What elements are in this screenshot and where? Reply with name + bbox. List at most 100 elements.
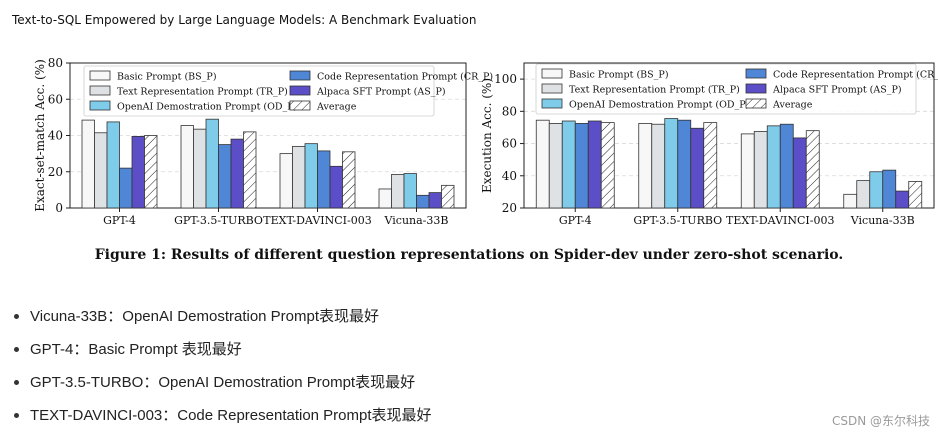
bar-basic-prompt-bs-p-gpt-3-5-turbo [638,123,653,209]
legend-label-openai-demostration-prompt-od-p: OpenAI Demostration Prompt (OD_P) [569,100,749,111]
bar-average-gpt-3-5-turbo [703,122,718,209]
y-tick-label: 80 [502,104,517,118]
legend-swatch-text-representation-prompt-tr-p [541,83,563,94]
y-tick-label: 100 [494,72,517,86]
y-tick-label: 40 [502,169,517,183]
bar-average-gpt-4 [600,122,615,209]
bar-basic-prompt-bs-p-text-davinci-003 [279,153,293,209]
legend-label-text-representation-prompt-tr-p: Text Representation Prompt (TR_P) [569,85,740,96]
bar-text-representation-prompt-tr-p-gpt-4 [94,132,108,209]
bar-alpaca-sft-prompt-as-p-gpt-4 [587,120,602,209]
bar-basic-prompt-bs-p-gpt-3-5-turbo [180,125,194,209]
bar-code-representation-prompt-cr-p-gpt-4 [574,123,589,209]
list-item: GPT-4：Basic Prompt 表现最好 [14,333,432,366]
x-tick-label: GPT-3.5-TURBO [174,214,263,227]
bar-openai-demostration-prompt-od-p-gpt-4 [106,121,120,209]
legend: Basic Prompt (BS_P) Text Representation P… [535,63,938,115]
bar-code-representation-prompt-cr-p-text-davinci-003 [779,123,794,209]
legend-swatch-text-representation-prompt-tr-p [89,85,111,96]
legend-swatch-alpaca-sft-prompt-as-p [289,85,311,96]
list-item: TEXT-DAVINCI-003：Code Representation Pro… [14,399,432,432]
plot-frame [69,62,467,209]
legend-label-average: Average [772,100,813,111]
y-tick-label: 60 [48,92,63,106]
legend-label-alpaca-sft-prompt-as-p: Alpaca SFT Prompt (AS_P) [772,85,902,96]
bar-openai-demostration-prompt-od-p-vicuna-33b [869,171,884,209]
bar-text-representation-prompt-tr-p-vicuna-33b [856,180,871,209]
bar-average-text-davinci-003 [342,151,356,209]
y-tick-label: 20 [48,165,63,179]
y-axis-label: Execution Acc. (%) [480,78,494,193]
legend-swatch-openai-demostration-prompt-od-p [541,98,563,109]
bar-average-vicuna-33b [441,184,455,209]
bar-openai-demostration-prompt-od-p-gpt-4 [561,120,576,209]
x-tick-label: GPT-4 [103,214,136,227]
bar-code-representation-prompt-cr-p-gpt-4 [119,167,133,209]
list-item: Vicuna-33B：OpenAI Demostration Prompt表现最… [14,300,432,333]
legend-label-code-representation-prompt-cr-p: Code Representation Prompt (CR_P) [317,72,493,83]
x-tick-label: Vicuna-33B [850,214,915,227]
bar-openai-demostration-prompt-od-p-vicuna-33b [403,173,417,209]
bar-alpaca-sft-prompt-as-p-text-davinci-003 [329,165,343,209]
legend-swatch-average [289,100,311,111]
bar-text-representation-prompt-tr-p-text-davinci-003 [753,131,768,209]
y-tick-label: 60 [502,137,517,151]
x-tick-label: TEXT-DAVINCI-003 [263,214,371,227]
bar-average-vicuna-33b [908,181,923,209]
bar-average-gpt-3-5-turbo [243,131,257,209]
x-tick-label: Vicuna-33B [384,214,449,227]
legend-box [535,63,917,115]
legend-label-text-representation-prompt-tr-p: Text Representation Prompt (TR_P) [117,87,288,98]
x-tick-label: GPT-4 [559,214,592,227]
bar-text-representation-prompt-tr-p-text-davinci-003 [292,145,306,209]
x-tick-label: TEXT-DAVINCI-003 [726,214,834,227]
bar-openai-demostration-prompt-od-p-gpt-3-5-turbo [664,118,679,209]
legend-swatch-code-representation-prompt-cr-p [745,68,767,79]
legend-swatch-alpaca-sft-prompt-as-p [745,83,767,94]
paper-running-header: Text-to-SQL Empowered by Large Language … [12,13,477,27]
x-tick-label: GPT-3.5-TURBO [633,214,722,227]
bar-basic-prompt-bs-p-vicuna-33b [378,188,392,209]
bar-alpaca-sft-prompt-as-p-vicuna-33b [428,192,442,209]
legend-swatch-basic-prompt-bs-p [89,70,111,81]
y-tick-label: 20 [502,201,517,215]
bar-code-representation-prompt-cr-p-text-davinci-003 [317,150,331,209]
y-axis-label: Exact-set-match Acc. (%) [33,59,47,212]
bar-openai-demostration-prompt-od-p-gpt-3-5-turbo [205,118,219,209]
bar-openai-demostration-prompt-od-p-text-davinci-003 [304,143,318,209]
y-tick-label: 80 [48,56,63,70]
legend-label-average: Average [316,102,357,113]
bar-text-representation-prompt-tr-p-gpt-3-5-turbo [651,123,666,209]
bar-alpaca-sft-prompt-as-p-gpt-4 [131,136,145,209]
figure-caption: Figure 1: Results of different question … [94,247,844,263]
legend-swatch-basic-prompt-bs-p [541,68,563,79]
legend-swatch-openai-demostration-prompt-od-p [89,100,111,111]
bar-alpaca-sft-prompt-as-p-gpt-3-5-turbo [690,127,705,209]
legend: Basic Prompt (BS_P) Text Representation P… [83,65,493,117]
bar-code-representation-prompt-cr-p-vicuna-33b [882,169,897,209]
bar-code-representation-prompt-cr-p-gpt-3-5-turbo [218,144,232,209]
bar-text-representation-prompt-tr-p-gpt-3-5-turbo [193,128,207,209]
list-item: GPT-3.5-TURBO：OpenAI Demostration Prompt… [14,366,432,399]
legend-label-code-representation-prompt-cr-p: Code Representation Prompt (CR_P) [773,70,938,81]
bar-alpaca-sft-prompt-as-p-text-davinci-003 [792,137,807,209]
bar-alpaca-sft-prompt-as-p-vicuna-33b [895,190,910,209]
legend-label-basic-prompt-bs-p: Basic Prompt (BS_P) [569,70,669,81]
legend-box [83,65,435,117]
notes-list: Vicuna-33B：OpenAI Demostration Prompt表现最… [0,300,432,432]
bar-code-representation-prompt-cr-p-gpt-3-5-turbo [677,119,692,209]
legend-label-openai-demostration-prompt-od-p: OpenAI Demostration Prompt (OD_P) [117,102,297,113]
bar-alpaca-sft-prompt-as-p-gpt-3-5-turbo [230,138,244,209]
bar-text-representation-prompt-tr-p-gpt-4 [548,123,563,209]
bar-average-text-davinci-003 [805,130,820,209]
legend-swatch-average [745,98,767,109]
bar-openai-demostration-prompt-od-p-text-davinci-003 [766,125,781,209]
bar-average-gpt-4 [144,135,158,209]
bar-basic-prompt-bs-p-gpt-4 [535,119,550,209]
bar-basic-prompt-bs-p-vicuna-33b [843,193,858,209]
bar-text-representation-prompt-tr-p-vicuna-33b [391,174,405,209]
y-tick-label: 40 [48,129,63,143]
bar-basic-prompt-bs-p-gpt-4 [81,119,95,209]
